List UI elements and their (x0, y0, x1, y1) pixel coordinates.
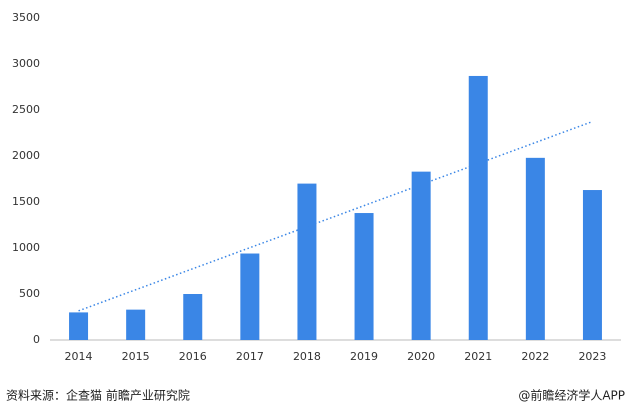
x-tick-label: 2018 (293, 350, 321, 363)
credit: @前瞻经济学人APP (518, 388, 625, 403)
bar (525, 157, 545, 340)
bar (354, 213, 374, 340)
bar (411, 171, 431, 340)
x-tick-label: 2021 (464, 350, 492, 363)
x-tick-label: 2017 (236, 350, 264, 363)
trend-line (78, 120, 593, 312)
y-tick-label: 500 (19, 287, 40, 300)
y-tick-label: 2500 (12, 103, 40, 116)
x-tick-label: 2019 (350, 350, 378, 363)
y-tick-label: 3500 (12, 11, 40, 24)
bar (183, 294, 203, 340)
x-tick-label: 2016 (179, 350, 207, 363)
bar (69, 312, 89, 340)
y-tick-label: 0 (33, 333, 40, 346)
bar (126, 309, 146, 340)
y-tick-label: 1500 (12, 195, 40, 208)
y-tick-label: 3000 (12, 57, 40, 70)
x-tick-label: 2023 (578, 350, 606, 363)
bar (297, 183, 317, 340)
x-tick-label: 2020 (407, 350, 435, 363)
y-tick-label: 1000 (12, 241, 40, 254)
x-tick-label: 2014 (65, 350, 93, 363)
bar (240, 253, 260, 340)
source-note: 资料来源：企查猫 前瞻产业研究院 (6, 388, 190, 403)
bar (468, 75, 488, 341)
y-tick-label: 2000 (12, 149, 40, 162)
bar (582, 190, 602, 340)
x-tick-label: 2015 (122, 350, 150, 363)
x-tick-label: 2022 (521, 350, 549, 363)
